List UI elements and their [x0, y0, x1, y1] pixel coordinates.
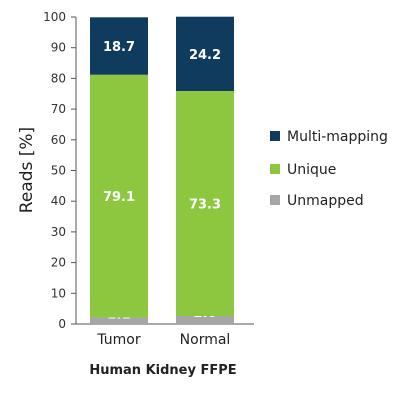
legend-label: Multi-mapping	[287, 129, 388, 145]
y-tick-label: 40	[51, 194, 66, 208]
category-label: Normal	[180, 332, 231, 348]
y-tick-label: 100	[43, 10, 66, 24]
data-label: 79.1	[103, 190, 135, 205]
category-labels: Tumor Normal	[96, 332, 230, 348]
y-tick-label: 70	[51, 102, 66, 116]
category-label: Tumor	[96, 332, 141, 348]
legend: Multi-mapping Unique Unmapped	[270, 129, 388, 209]
bar-segment	[90, 317, 148, 324]
legend-swatch	[270, 195, 280, 205]
bar-segment	[176, 316, 234, 324]
bars: 2.179.118.72.673.324.2	[90, 16, 234, 324]
y-tick-label: 20	[51, 256, 66, 270]
y-ticks: 0 10 20 30 40 50 60 70 80 90 100	[43, 10, 76, 331]
y-tick-label: 30	[51, 225, 66, 239]
axes: 0 10 20 30 40 50 60 70 80 90 100	[43, 10, 254, 331]
y-tick-label: 90	[51, 41, 66, 55]
y-tick-label: 80	[51, 71, 66, 85]
legend-swatch	[270, 164, 280, 174]
y-axis-label: Reads [%]	[17, 127, 37, 213]
bar-segment	[90, 74, 148, 318]
bar-segment	[176, 90, 234, 317]
y-tick-label: 10	[51, 286, 66, 300]
x-axis-title: Human Kidney FFPE	[89, 363, 236, 378]
y-tick-label: 0	[58, 317, 66, 331]
legend-label: Unique	[287, 162, 336, 178]
legend-swatch	[270, 131, 280, 141]
y-tick-label: 50	[51, 164, 66, 178]
y-tick-label: 60	[51, 133, 66, 147]
data-label: 18.7	[103, 40, 135, 55]
legend-label: Unmapped	[287, 193, 364, 209]
bar-segment	[90, 17, 148, 75]
data-label: 73.3	[189, 198, 221, 213]
bar-segment	[176, 16, 234, 91]
data-label: 24.2	[189, 48, 221, 63]
